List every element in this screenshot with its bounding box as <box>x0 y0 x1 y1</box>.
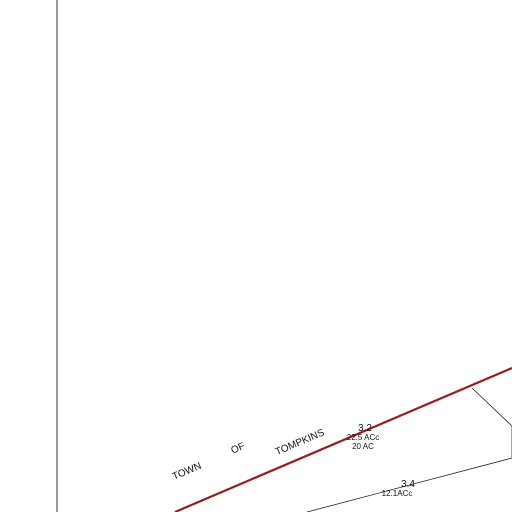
parcel-area: 22.5 ACc <box>347 433 379 442</box>
parcel-line <box>471 387 512 427</box>
parcel-area: 20 AC <box>352 442 374 451</box>
parcel-id: 3.2 <box>358 423 372 434</box>
parcel-id: 3.4 <box>401 479 415 490</box>
parcel-area: 12.1ACc <box>382 489 413 498</box>
parcel-line <box>306 457 512 512</box>
town-boundary <box>174 366 512 512</box>
boundary-label: OF <box>229 441 246 457</box>
